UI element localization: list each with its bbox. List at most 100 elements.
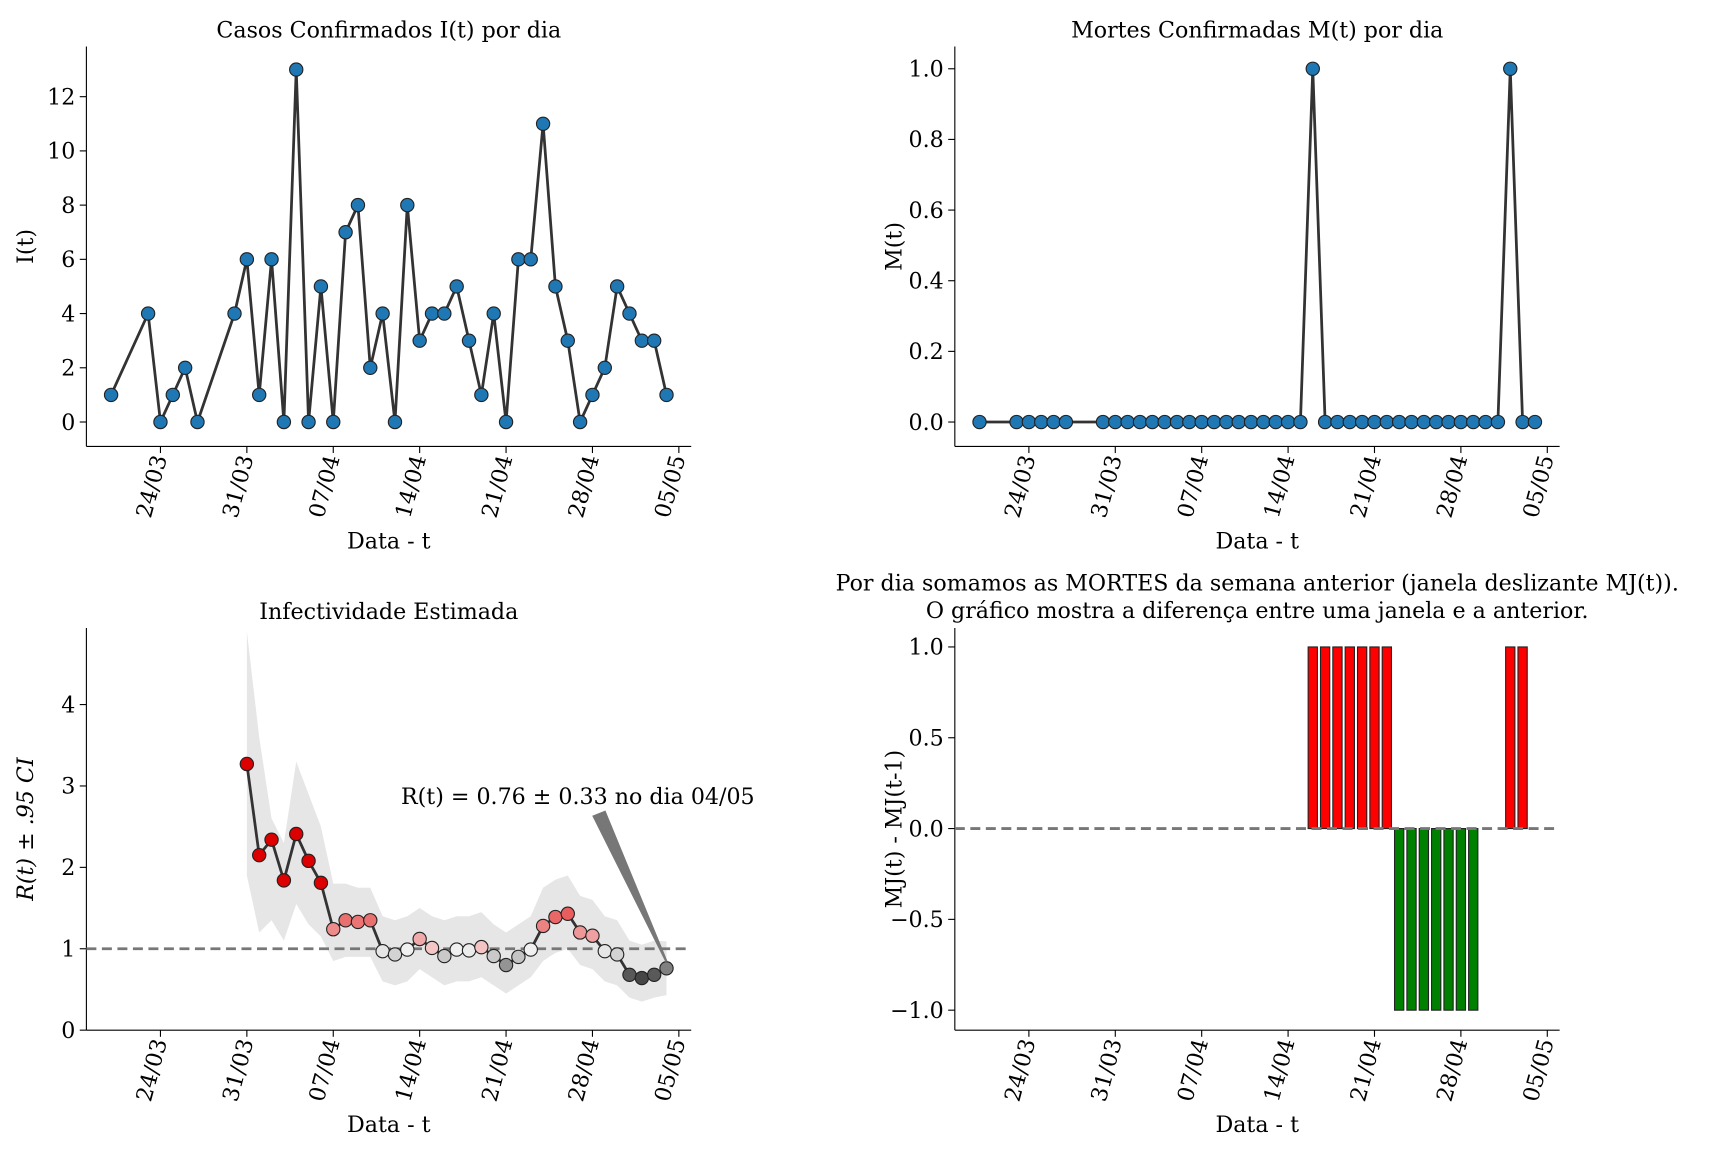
data-point bbox=[972, 414, 987, 430]
bar bbox=[1344, 646, 1355, 830]
data-point bbox=[511, 252, 526, 267]
y-tick-label: −0.5 bbox=[890, 907, 944, 933]
data-point bbox=[1466, 414, 1481, 430]
x-tick-label: 28/04 bbox=[1432, 452, 1474, 520]
chart-title: Por dia somamos as MORTES da semana ante… bbox=[836, 570, 1679, 596]
data-point bbox=[1453, 414, 1469, 430]
data-point bbox=[264, 832, 279, 847]
data-point bbox=[659, 961, 674, 976]
data-point bbox=[301, 853, 316, 869]
x-tick-label: 07/04 bbox=[1172, 1036, 1214, 1104]
data-point bbox=[437, 306, 452, 321]
x-tick-label: 07/04 bbox=[1172, 452, 1214, 520]
data-point bbox=[548, 279, 563, 294]
y-tick-label: 0.5 bbox=[909, 726, 944, 752]
bar bbox=[1505, 646, 1516, 830]
data-point bbox=[424, 306, 440, 321]
data-point bbox=[338, 913, 353, 928]
bar bbox=[1431, 828, 1442, 1011]
data-point bbox=[597, 944, 613, 959]
y-tick-label: 0.0 bbox=[909, 816, 944, 842]
y-tick-label: 4 bbox=[61, 301, 75, 327]
bar bbox=[1381, 646, 1393, 830]
x-axis-label: Data - t bbox=[1215, 528, 1299, 554]
data-point bbox=[1305, 61, 1320, 76]
data-point bbox=[523, 252, 538, 267]
x-tick-label: 24/03 bbox=[1000, 452, 1042, 520]
data-point bbox=[326, 922, 341, 937]
data-point bbox=[1354, 414, 1370, 430]
data-point bbox=[461, 943, 477, 958]
data-point bbox=[289, 62, 304, 77]
chart-title: O gráfico mostra a diferença entre uma j… bbox=[926, 598, 1589, 624]
data-point bbox=[1132, 414, 1148, 430]
y-tick-label: 3 bbox=[61, 774, 75, 800]
data-point bbox=[560, 906, 575, 921]
data-point bbox=[1108, 414, 1123, 430]
x-axis-label: Data - t bbox=[1215, 1112, 1299, 1138]
data-point bbox=[634, 970, 650, 986]
x-tick-label: 31/03 bbox=[1086, 452, 1128, 520]
y-tick-label: 6 bbox=[61, 247, 75, 273]
x-tick-label: 05/05 bbox=[650, 452, 692, 520]
data-point bbox=[165, 387, 180, 403]
data-point bbox=[1441, 414, 1456, 430]
ci-band bbox=[246, 631, 667, 1002]
data-point bbox=[1231, 414, 1246, 430]
data-point bbox=[634, 333, 650, 348]
bar bbox=[1356, 646, 1368, 830]
x-tick-label: 14/04 bbox=[1259, 1036, 1301, 1104]
data-point bbox=[252, 387, 267, 403]
data-point bbox=[276, 873, 292, 888]
data-point bbox=[572, 414, 588, 430]
bar bbox=[1369, 646, 1380, 830]
x-tick-label: 21/04 bbox=[477, 1036, 519, 1104]
y-tick-label: 0 bbox=[61, 410, 75, 436]
data-point bbox=[1021, 414, 1037, 430]
x-tick-label: 24/03 bbox=[131, 452, 173, 520]
data-point bbox=[1095, 414, 1111, 430]
data-point bbox=[1317, 414, 1333, 430]
data-point bbox=[400, 942, 415, 957]
data-point bbox=[1515, 414, 1530, 430]
x-tick-label: 21/04 bbox=[477, 452, 519, 520]
bar bbox=[1468, 828, 1479, 1011]
data-point bbox=[1145, 414, 1160, 430]
chart-title: Mortes Confirmadas M(t) por dia bbox=[1071, 18, 1443, 44]
data-point bbox=[646, 333, 662, 348]
data-point bbox=[190, 414, 205, 430]
data-point bbox=[1046, 414, 1061, 430]
data-point bbox=[412, 931, 427, 947]
data-point bbox=[313, 279, 329, 294]
data-point bbox=[585, 387, 600, 403]
x-tick-label: 21/04 bbox=[1345, 1036, 1387, 1104]
y-axis-label: I(t) bbox=[13, 229, 39, 264]
data-point bbox=[177, 360, 193, 375]
data-point bbox=[1120, 414, 1135, 430]
data-point bbox=[387, 414, 403, 430]
data-point bbox=[387, 947, 403, 962]
y-tick-label: 0.6 bbox=[909, 198, 944, 224]
data-point bbox=[437, 948, 452, 964]
data-point bbox=[511, 949, 526, 965]
data-point bbox=[646, 967, 662, 983]
x-tick-label: 14/04 bbox=[390, 1036, 432, 1104]
x-tick-label: 31/03 bbox=[218, 1036, 260, 1104]
data-point bbox=[1034, 414, 1049, 430]
y-axis-label: M(t) bbox=[882, 222, 908, 271]
y-axis-label: R(t) ± .95 CI bbox=[13, 756, 39, 902]
data-point bbox=[1416, 414, 1432, 430]
data-point bbox=[585, 928, 600, 943]
data-point bbox=[1391, 414, 1407, 430]
x-tick-label: 14/04 bbox=[1259, 452, 1301, 520]
y-tick-label: 0.8 bbox=[909, 127, 944, 153]
data-point bbox=[350, 914, 366, 930]
data-point bbox=[1367, 414, 1382, 430]
y-tick-label: 0.2 bbox=[909, 339, 944, 365]
data-point bbox=[1379, 414, 1395, 430]
data-point bbox=[1169, 414, 1185, 430]
data-point bbox=[548, 909, 563, 925]
y-tick-label: 0.0 bbox=[909, 410, 944, 436]
data-point bbox=[301, 414, 316, 430]
